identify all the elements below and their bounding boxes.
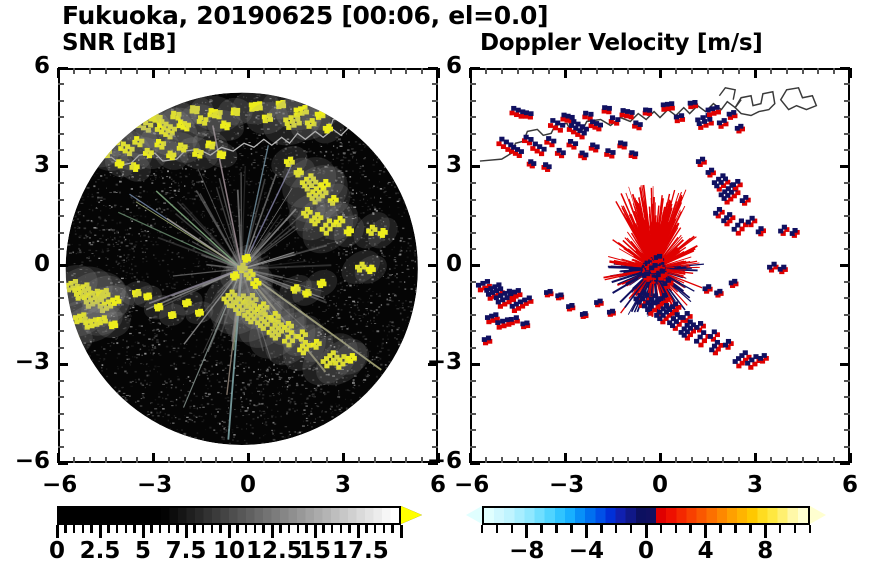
y-tick-label: 0	[445, 250, 462, 277]
snr-colorbar-tick-label: 15	[298, 538, 331, 564]
x-tick-label: −3	[549, 472, 585, 498]
snr-colorbar-tick-label: 10	[212, 538, 245, 564]
snr-plot-panel[interactable]	[58, 68, 438, 463]
x-tick-label: 3	[334, 472, 351, 498]
doppler-colorbar-tick-label: −8	[509, 538, 545, 564]
x-tick-label: −3	[137, 472, 173, 498]
snr-colorbar-extend-max	[401, 506, 422, 524]
snr-colorbar-gradient	[57, 506, 401, 525]
snr-colorbar-tick-label: 7.5	[165, 538, 207, 564]
y-tick-label: −3	[426, 349, 462, 376]
snr-colorbar-tick-label: 17.5	[332, 538, 389, 564]
snr-colorbar-ticks	[55, 525, 403, 538]
doppler-colorbar-tick-label: −4	[568, 538, 604, 564]
x-tick-label: 0	[651, 472, 668, 498]
snr-colorbar[interactable]	[55, 504, 425, 538]
doppler-colorbar-tick-label: 0	[637, 538, 654, 564]
y-tick-label: −6	[14, 448, 50, 474]
doppler-colorbar-tick-label: 8	[757, 538, 774, 564]
doppler-colorbar-ticks	[480, 525, 812, 538]
snr-colorbar-tick-label: 2.5	[79, 538, 121, 564]
y-tick-label: 3	[33, 151, 50, 178]
y-tick-label: 0	[33, 250, 50, 277]
y-tick-label: −3	[14, 349, 50, 376]
snr-colorbar-tick-label: 12.5	[246, 538, 303, 564]
right-panel-title: Doppler Velocity [m/s]	[480, 30, 763, 56]
y-tick-label: 6	[445, 53, 462, 79]
x-tick-label: −6	[42, 472, 78, 498]
snr-radar-image	[60, 70, 436, 461]
doppler-colorbar-tick-label: 4	[697, 538, 714, 564]
page-title: Fukuoka, 20190625 [00:06, el=0.0]	[62, 1, 549, 30]
snr-colorbar-tick-label: 5	[134, 538, 151, 564]
x-tick-label: 6	[429, 472, 446, 498]
y-tick-label: −6	[426, 448, 462, 474]
x-tick-label: 0	[239, 472, 256, 498]
doppler-colorbar-extend-min	[466, 506, 482, 524]
doppler-colorbar[interactable]	[464, 504, 831, 538]
x-tick-label: −6	[454, 472, 490, 498]
y-tick-label: 3	[445, 151, 462, 178]
doppler-colorbar-extend-max	[810, 506, 826, 524]
x-tick-label: 3	[746, 472, 763, 498]
doppler-radar-image	[472, 70, 848, 461]
doppler-colorbar-gradient	[482, 506, 810, 525]
doppler-plot-panel[interactable]	[470, 68, 850, 463]
snr-colorbar-tick-label: 0	[48, 538, 65, 564]
left-panel-title: SNR [dB]	[62, 30, 177, 56]
x-tick-label: 6	[841, 472, 858, 498]
y-tick-label: 6	[33, 53, 50, 79]
